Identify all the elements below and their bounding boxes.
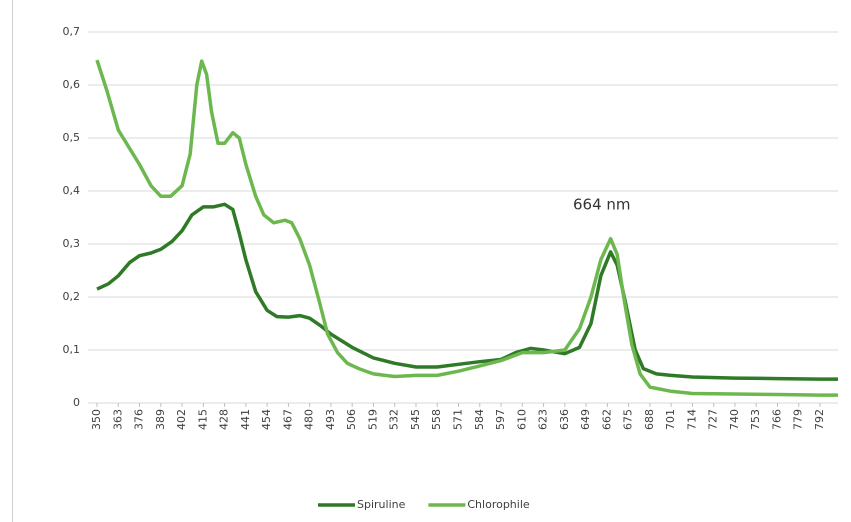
x-tick-label: 610 [515,409,528,430]
x-tick-label: 545 [409,409,422,430]
x-tick-label: 623 [537,409,550,430]
x-tick-label: 571 [452,409,465,430]
x-tick-label: 649 [579,409,592,430]
x-tick-label: 740 [728,409,741,430]
x-tick-label: 662 [600,409,613,430]
x-tick-label: 454 [260,409,273,430]
data-line [95,59,838,397]
legend-label: Chlorophile [467,498,530,511]
x-tick-label: 376 [133,409,146,430]
x-tick-label: 415 [196,409,209,430]
x-tick-label: 441 [239,409,252,430]
x-tick-label: 753 [749,409,762,430]
y-tick-label: 0,2 [63,290,81,303]
x-tick-label: 675 [622,409,635,430]
x-tick-label: 766 [770,409,783,430]
x-tick-label: 714 [685,409,698,430]
x-tick-label: 506 [345,409,358,430]
x-tick-label: 467 [281,409,294,430]
x-tick-label: 389 [154,409,167,430]
x-tick-label: 597 [494,409,507,430]
x-tick-label: 636 [558,409,571,430]
y-tick-label: 0,4 [63,184,81,197]
x-tick-label: 519 [366,409,379,430]
legend-label: Spiruline [357,498,406,511]
x-tick-label: 727 [707,409,720,430]
x-tick-label: 584 [473,409,486,430]
x-tick-label: 402 [175,409,188,430]
data-line [96,202,838,381]
x-tick-label: 701 [664,409,677,430]
y-tick-label: 0,6 [63,78,81,91]
x-tick-label: 532 [388,409,401,430]
x-tick-label: 363 [111,409,124,430]
y-tick-label: 0,7 [63,25,81,38]
y-tick-label: 0 [73,396,80,409]
annotation: 664 nm [573,196,631,214]
x-tick-label: 558 [430,409,443,430]
x-tick-label: 350 [90,409,103,430]
x-tick-label: 480 [303,409,316,430]
y-tick-label: 0,1 [63,343,81,356]
y-tick-label: 0,5 [63,131,81,144]
y-tick-label: 0,3 [63,237,81,250]
x-tick-label: 428 [218,409,231,430]
x-tick-label: 688 [643,409,656,430]
x-tick-label: 493 [324,409,337,430]
x-tick-label: 779 [792,409,805,430]
x-tick-label: 792 [813,409,826,430]
